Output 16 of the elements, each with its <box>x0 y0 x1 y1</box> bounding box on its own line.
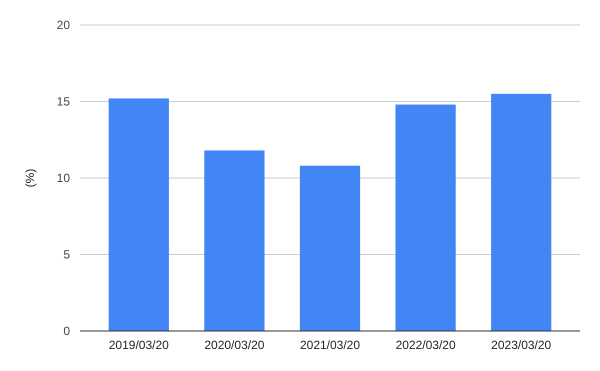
bar <box>204 150 265 331</box>
y-tick-label: 20 <box>56 18 70 32</box>
y-axis-title: (%) <box>23 168 37 188</box>
y-tick-label: 10 <box>56 171 70 186</box>
y-tick-label: 5 <box>63 248 70 262</box>
x-tick-label: 2021/03/20 <box>300 338 360 352</box>
y-tick-label: 15 <box>56 94 70 109</box>
x-tick-label: 2022/03/20 <box>396 338 456 352</box>
bar <box>108 98 169 331</box>
bar <box>300 166 360 331</box>
bar <box>395 104 456 331</box>
bar <box>491 94 552 331</box>
x-tick-label: 2023/03/20 <box>491 338 552 352</box>
y-tick-label: 0 <box>63 324 70 338</box>
x-tick-label: 2019/03/20 <box>108 338 170 352</box>
x-tick-label: 2020/03/20 <box>204 338 265 352</box>
